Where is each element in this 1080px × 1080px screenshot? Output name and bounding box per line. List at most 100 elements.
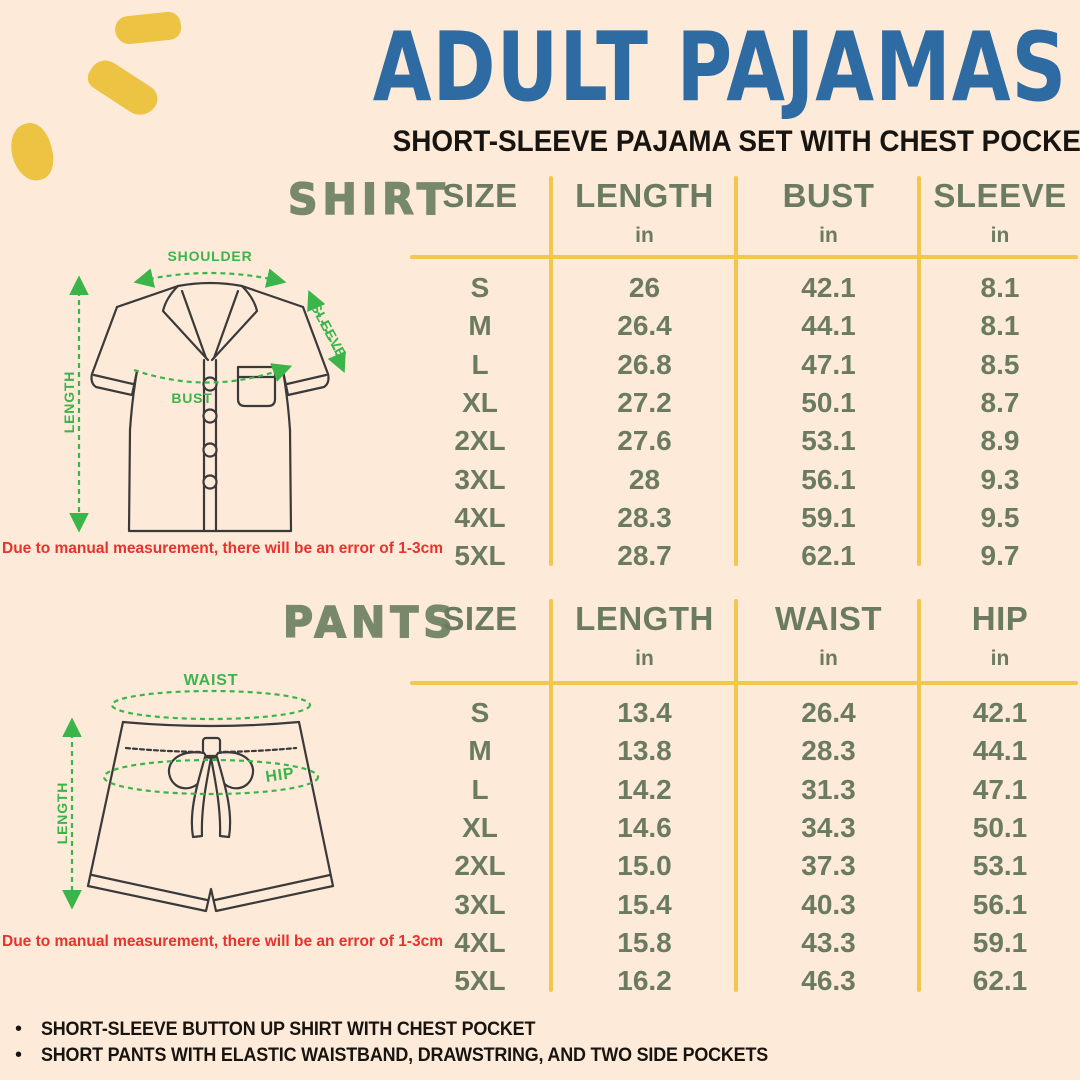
- feature-bullet-item: • SHORT PANTS WITH ELASTIC WAISTBAND, DR…: [15, 1042, 831, 1068]
- header-divider-line: [410, 255, 1078, 259]
- bullet-dot: •: [15, 1043, 23, 1066]
- hip-cell: 44.1: [972, 735, 1028, 767]
- column-unit: in: [635, 647, 654, 670]
- pants-measurement-note: Due to manual measurement, there will be…: [2, 933, 444, 950]
- decorative-blob-1: [113, 10, 183, 46]
- bust-cell: 47.1: [801, 348, 856, 380]
- hip-cell: 50.1: [972, 812, 1028, 844]
- column-label: SLEEVE: [933, 177, 1067, 214]
- pants-table-body: S 13.4 26.4 42.1 M 13.8 28.3 44.1 L 14.2…: [408, 694, 1080, 1000]
- feature-bullet-item: • SHORT-SLEEVE BUTTON UP SHIRT WITH CHES…: [15, 1016, 831, 1042]
- column-divider-line: [734, 599, 738, 992]
- length-cell: 26: [628, 272, 661, 304]
- bust-cell: 59.1: [801, 501, 856, 533]
- length-cell: 28: [628, 463, 661, 495]
- waist-cell: 46.3: [801, 965, 856, 997]
- sleeve-cell: 9.3: [980, 463, 1020, 495]
- column-header: SLEEVE in: [920, 174, 1080, 248]
- column-unit: in: [990, 224, 1010, 247]
- hip-cell: 53.1: [972, 850, 1028, 882]
- hip-cell: 56.1: [972, 888, 1028, 920]
- waist-cell: 37.3: [801, 850, 856, 882]
- bust-cell: 62.1: [801, 540, 856, 572]
- column-header: SIZE: [408, 597, 552, 671]
- column-header: SIZE: [408, 174, 552, 248]
- sleeve-cell: 9.5: [980, 501, 1020, 533]
- size-cell: 3XL: [454, 888, 506, 920]
- decorative-blob-3: [5, 119, 59, 185]
- shirt-section-label: SHIRT: [287, 173, 450, 225]
- length-cell: 15.4: [617, 888, 672, 920]
- shirt-table-body: S 26 42.1 8.1 M 26.4 44.1 8.1 L 26.8 47.…: [408, 269, 1080, 575]
- shirt-measure-lines: [69, 268, 346, 533]
- size-row: M 26.4 44.1 8.1: [408, 307, 1080, 345]
- sleeve-cell: 8.5: [980, 348, 1020, 380]
- column-unit: in: [635, 224, 654, 247]
- length-cell: 15.8: [617, 926, 672, 958]
- size-row: 4XL 28.3 59.1 9.5: [408, 499, 1080, 537]
- bust-cell: 50.1: [801, 387, 856, 419]
- size-cell: 5XL: [454, 540, 506, 572]
- length-measure-label: LENGTH: [54, 782, 70, 844]
- waist-measure-label: WAIST: [184, 672, 239, 689]
- shirt-line-art: [90, 281, 330, 533]
- size-row: 4XL 15.8 43.3 59.1: [408, 924, 1080, 962]
- size-row: L 26.8 47.1 8.5: [408, 346, 1080, 384]
- sleeve-cell: 8.1: [980, 310, 1020, 342]
- waist-cell: 26.4: [801, 697, 856, 729]
- length-cell: 13.8: [617, 735, 672, 767]
- waist-cell: 40.3: [801, 888, 856, 920]
- size-row: S 26 42.1 8.1: [408, 269, 1080, 307]
- bust-cell: 53.1: [801, 425, 856, 457]
- column-header: LENGTH in: [552, 597, 737, 671]
- page-subtitle: SHORT-SLEEVE PAJAMA SET WITH CHEST POCKE…: [392, 125, 1080, 158]
- size-row: 2XL 15.0 37.3 53.1: [408, 847, 1080, 885]
- size-cell: 2XL: [454, 425, 506, 457]
- column-unit: [408, 647, 552, 671]
- size-row: 5XL 28.7 62.1 9.7: [408, 537, 1080, 575]
- size-cell: L: [471, 773, 489, 805]
- column-divider-line: [734, 176, 738, 566]
- pants-diagram: WAIST HIP LENGTH: [54, 672, 335, 913]
- size-row: XL 14.6 34.3 50.1: [408, 809, 1080, 847]
- pants-section-label: PANTS: [282, 596, 458, 648]
- column-header: LENGTH in: [552, 174, 737, 248]
- length-cell: 26.8: [617, 348, 672, 380]
- column-label: SIZE: [442, 600, 518, 637]
- column-label: LENGTH: [575, 600, 714, 637]
- shoulder-measure-label: SHOULDER: [168, 248, 253, 264]
- length-cell: 26.4: [617, 310, 672, 342]
- length-cell: 15.0: [617, 850, 672, 882]
- size-cell: S: [470, 272, 490, 304]
- shirt-table-header: SIZE LENGTH in BUST in SLEEVE in: [408, 174, 1080, 248]
- size-row: 3XL 28 56.1 9.3: [408, 460, 1080, 498]
- page-title: ADULT PAJAMAS: [372, 11, 1068, 123]
- column-label: LENGTH: [575, 177, 714, 214]
- pants-size-table: SIZE LENGTH in WAIST in HIP in S: [408, 597, 1080, 997]
- sleeve-cell: 8.9: [980, 425, 1020, 457]
- waist-cell: 31.3: [801, 773, 856, 805]
- bullet-dot: •: [15, 1017, 23, 1040]
- size-cell: M: [468, 735, 492, 767]
- waist-cell: 34.3: [801, 812, 856, 844]
- waist-cell: 28.3: [801, 735, 856, 767]
- column-unit: in: [990, 647, 1010, 670]
- size-row: 2XL 27.6 53.1 8.9: [408, 422, 1080, 460]
- length-cell: 13.4: [617, 697, 672, 729]
- bust-cell: 56.1: [801, 463, 856, 495]
- bullet-text: SHORT-SLEEVE BUTTON UP SHIRT WITH CHEST …: [41, 1017, 536, 1040]
- feature-bullets: • SHORT-SLEEVE BUTTON UP SHIRT WITH CHES…: [15, 1016, 831, 1068]
- size-cell: XL: [462, 812, 498, 844]
- size-row: L 14.2 31.3 47.1: [408, 771, 1080, 809]
- column-divider-line: [549, 176, 553, 566]
- column-divider-line: [549, 599, 553, 992]
- sleeve-cell: 9.7: [980, 540, 1020, 572]
- sleeve-cell: 8.7: [980, 387, 1020, 419]
- header: ADULT PAJAMAS SHORT-SLEEVE PAJAMA SET WI…: [368, 11, 1080, 159]
- column-header: BUST in: [737, 174, 920, 248]
- length-cell: 27.6: [617, 425, 672, 457]
- header-divider-line: [410, 681, 1078, 685]
- column-label: WAIST: [775, 600, 882, 637]
- bust-cell: 42.1: [801, 272, 856, 304]
- column-unit: [408, 224, 552, 248]
